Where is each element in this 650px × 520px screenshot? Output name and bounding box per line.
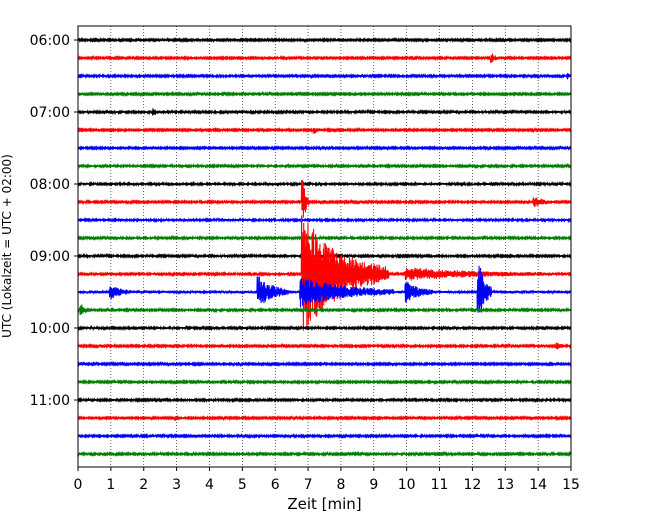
trace-1000 [77,324,572,332]
x-tick-label: 7 [304,477,313,493]
trace-0645 [77,90,572,98]
trace-1015 [77,342,572,350]
y-tick-label: 10:00 [30,321,70,337]
x-tick-label: 5 [238,477,247,493]
x-tick-label: 8 [336,477,345,493]
y-tick-label: 09:00 [30,249,70,265]
y-axis-label: UTC (Lokalzeit = UTC + 02:00) [0,154,14,338]
y-tick-label: 07:00 [30,105,70,121]
trace-1130 [77,432,572,440]
x-tick-label: 13 [496,477,514,493]
trace-0630 [77,72,572,80]
trace-0845 [77,234,572,242]
trace-0945 [77,304,572,315]
trace-0830 [77,216,572,224]
x-tick-label: 10 [398,477,416,493]
trace-0930 [77,265,572,313]
x-axis-ticks: 0 1 2 3 4 5 6 7 8 9 10 11 12 13 14 15 [74,467,580,493]
seismogram-traces [77,36,572,458]
trace-0815 [77,179,572,218]
x-tick-label: 1 [106,477,115,493]
x-tick-label: 12 [463,477,481,493]
trace-1145 [77,450,572,458]
trace-1115 [77,414,572,422]
x-tick-label: 6 [271,477,280,493]
x-tick-label: 4 [205,477,214,493]
x-axis-label: Zeit [min] [287,495,361,513]
y-axis-ticks: 06:00 07:00 08:00 09:00 10:00 11:00 [30,33,78,409]
trace-0800 [77,180,572,188]
trace-0715 [77,126,572,134]
trace-0730 [77,144,572,152]
trace-0700 [77,108,572,116]
x-tick-label: 9 [369,477,378,493]
x-tick-label: 11 [431,477,449,493]
x-tick-label: 15 [562,477,580,493]
x-tick-label: 2 [139,477,148,493]
trace-1030 [77,360,572,368]
x-tick-label: 0 [74,477,83,493]
x-tick-label: 14 [529,477,547,493]
x-tick-label: 3 [172,477,181,493]
trace-0915 [77,215,572,331]
y-tick-label: 11:00 [30,393,70,409]
y-tick-label: 08:00 [30,177,70,193]
y-tick-label: 06:00 [30,33,70,49]
trace-0600 [77,36,572,44]
trace-1100 [77,396,572,404]
trace-1045 [77,378,572,386]
trace-0745 [77,162,572,170]
trace-0615 [77,53,572,63]
plot-frame [77,25,572,468]
